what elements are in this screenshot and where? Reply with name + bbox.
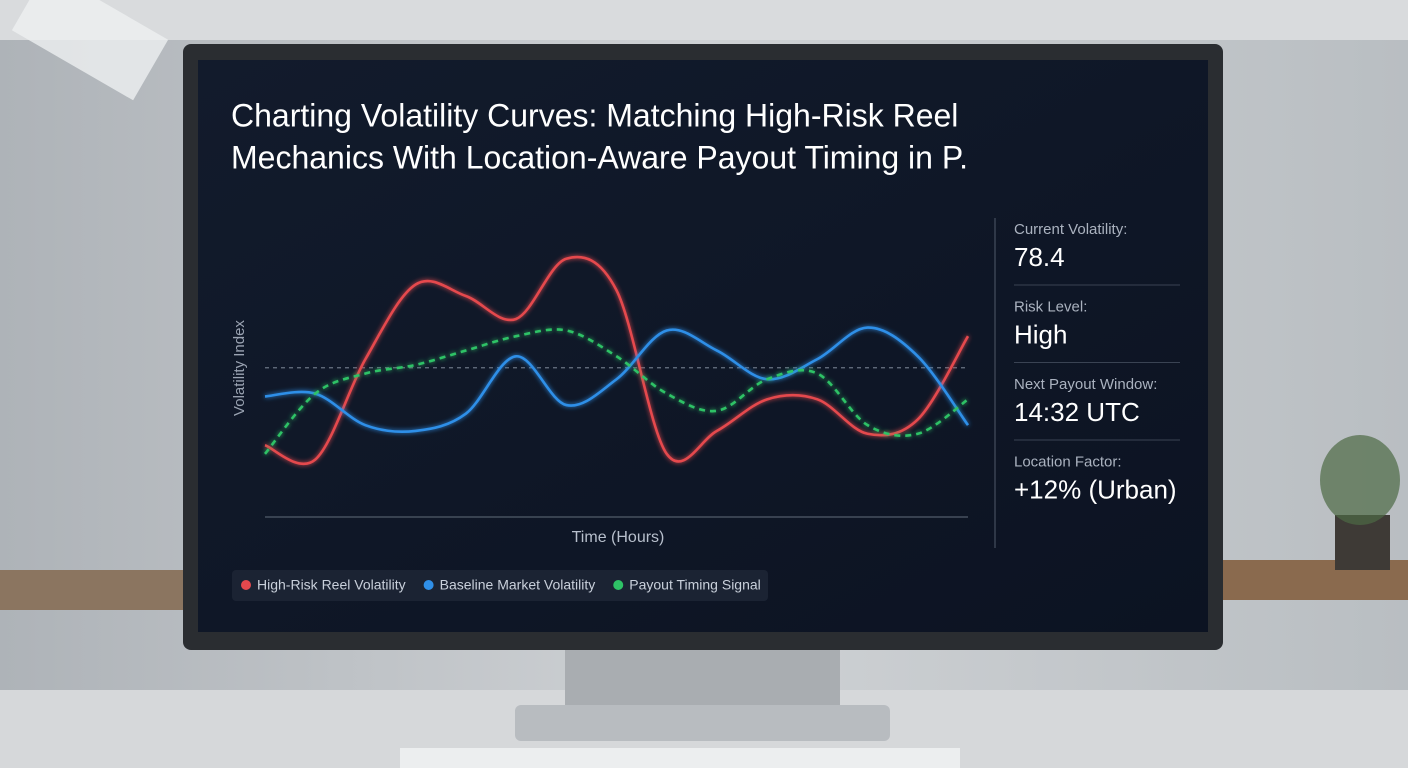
stats-panel: Current Volatility: 78.4 Risk Level: High Ne… [1014, 221, 1180, 504]
ceiling [0, 0, 1408, 40]
legend-label: Payout Timing Signal [629, 577, 761, 593]
stat-label: Current Volatility: [1014, 221, 1127, 238]
monitor-stand [565, 645, 840, 710]
plant [1320, 435, 1400, 525]
legend-label: High-Risk Reel Volatility [257, 577, 406, 593]
stat-label: Location Factor: [1014, 453, 1122, 470]
chart-title: Charting Volatility Curves: Matching Hig… [231, 97, 958, 133]
plot [264, 255, 970, 466]
keyboard [400, 748, 960, 768]
series-line [264, 328, 969, 455]
legend: High-Risk Reel Volatility Baseline Market… [241, 577, 761, 593]
ceiling-light [11, 0, 169, 101]
desk-back [0, 570, 190, 610]
legend-swatch [241, 580, 251, 590]
stat-label: Risk Level: [1014, 298, 1087, 315]
stat-value: 78.4 [1014, 242, 1065, 272]
monitor-base [515, 705, 890, 741]
legend-label: Baseline Market Volatility [440, 577, 596, 593]
series-line [264, 255, 970, 466]
chart-title: Mechanics With Location-Aware Payout Tim… [231, 139, 968, 175]
stat-value: +12% (Urban) [1014, 474, 1177, 504]
x-axis-label: Time (Hours) [572, 529, 665, 546]
stat-label: Next Payout Window: [1014, 376, 1157, 393]
legend-box [232, 570, 768, 601]
series-line [264, 326, 970, 433]
legend-swatch [423, 580, 434, 590]
screen [198, 60, 1208, 632]
stat-value: 14:32 UTC [1014, 397, 1140, 427]
stat-value: High [1014, 319, 1067, 349]
legend-swatch [613, 580, 624, 590]
y-axis-label: Volatility Index [231, 320, 248, 416]
